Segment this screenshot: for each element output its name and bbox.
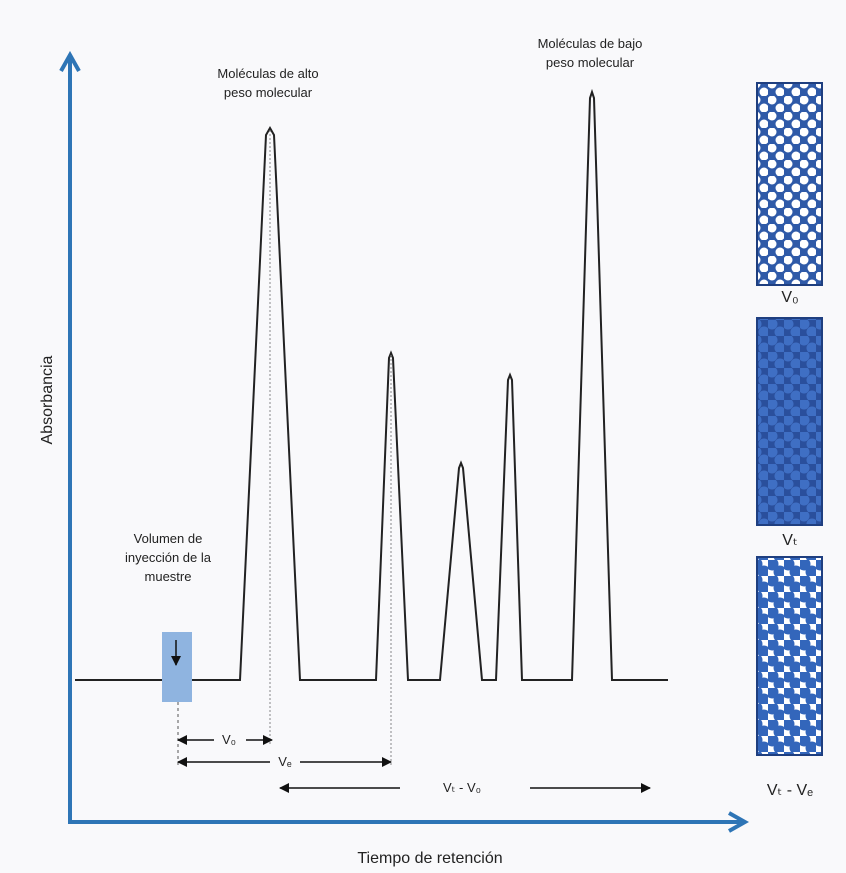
annotation: Volumen de [134,531,203,546]
annotation: peso molecular [224,85,313,100]
column [756,317,823,526]
column-label: Vₜ - Vₑ [767,782,813,799]
injection-band [162,632,192,702]
annotation: peso molecular [546,55,635,70]
annotation: Moléculas de bajo [538,36,643,51]
column [756,556,823,756]
range-label: Vₜ - V₀ [443,780,481,795]
annotation: muestre [145,569,192,584]
annotation: Moléculas de alto [217,66,318,81]
chromatogram [75,88,668,681]
y-axis-label: Absorbancia [39,355,56,444]
x-axis-label: Tiempo de retención [357,850,502,867]
annotation: inyección de la [125,550,212,565]
column-label: Vₜ [782,532,797,549]
column-label: V₀ [781,289,798,306]
column [756,82,823,286]
v0-label: V₀ [222,732,236,747]
ve-label: Vₑ [278,754,292,769]
